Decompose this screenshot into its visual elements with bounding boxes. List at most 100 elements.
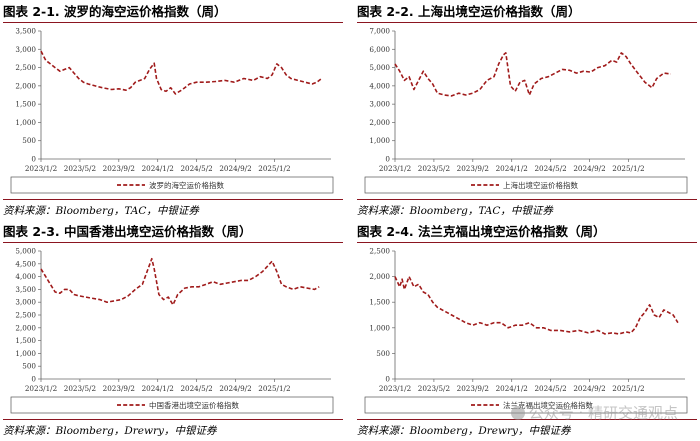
title-divider — [3, 22, 343, 23]
footer-divider — [357, 419, 697, 420]
y-tick-label: 4,000 — [369, 81, 390, 90]
y-tick-label: 7,000 — [369, 27, 390, 36]
y-tick-label: 0 — [385, 155, 390, 164]
x-tick-label: 2025/1/2 — [612, 384, 644, 393]
y-tick-label: 0 — [31, 155, 36, 164]
x-tick-label: 2023/9/2 — [103, 164, 135, 173]
y-tick-label: 3,000 — [15, 45, 36, 54]
x-tick-label: 2023/5/2 — [418, 384, 450, 393]
y-tick-label: 3,500 — [15, 285, 36, 294]
x-tick-label: 2023/9/2 — [103, 384, 135, 393]
legend-box — [364, 396, 688, 414]
x-tick-label: 2024/1/2 — [496, 164, 528, 173]
x-tick-label: 2024/9/2 — [573, 164, 605, 173]
y-tick-label: 3,000 — [369, 100, 390, 109]
footer-divider — [357, 199, 697, 200]
y-tick-label: 2,000 — [15, 323, 36, 332]
x-tick-label: 2025/1/2 — [258, 164, 290, 173]
legend-label: 中国香港出境空运价格指数 — [149, 400, 239, 410]
y-tick-label: 1,000 — [369, 136, 390, 145]
x-tick-label: 2023/1/2 — [379, 164, 411, 173]
line-chart: 0 500 1,000 1,500 2,000 2,500 3,000 3,500 4,000 4… — [10, 247, 334, 414]
y-tick-label: 3,000 — [15, 298, 36, 307]
x-tick-label: 2023/9/2 — [457, 164, 489, 173]
x-tick-label: 2024/9/2 — [573, 384, 605, 393]
x-tick-label: 2025/1/2 — [258, 384, 290, 393]
y-tick-label: 0 — [31, 375, 36, 384]
x-tick-label: 2023/5/2 — [64, 384, 96, 393]
line-chart: 0 500 1,000 1,500 2,000 2,500 3,000 3,500 2023/1… — [10, 27, 334, 194]
y-tick-label: 5,000 — [15, 247, 36, 256]
x-tick-label: 2023/1/2 — [379, 384, 411, 393]
footer-divider — [3, 199, 343, 200]
x-tick-label: 2023/1/2 — [25, 164, 57, 173]
x-tick-label: 2023/5/2 — [418, 164, 450, 173]
chart-panel-frankfurt: 图表 2-4. 法兰克福出境空运价格指数（周） 0 500 1,000 1,500 2,… — [357, 222, 697, 437]
y-tick-label: 1,000 — [15, 349, 36, 358]
legend-box — [10, 396, 334, 414]
legend-box — [364, 176, 688, 194]
legend-label: 上海出境空运价格指数 — [503, 180, 578, 190]
x-tick-label: 2024/1/2 — [142, 384, 174, 393]
x-tick-label: 2024/5/2 — [180, 384, 212, 393]
x-tick-label: 2024/5/2 — [534, 384, 566, 393]
y-tick-label: 2,500 — [15, 311, 36, 320]
source-note: 资料来源：Bloomberg，TAC，中银证券 — [3, 205, 199, 217]
legend-box — [10, 176, 334, 194]
y-tick-label: 4,000 — [15, 272, 36, 281]
source-note: 资料来源：Bloomberg，TAC，中银证券 — [357, 205, 553, 217]
y-tick-label: 500 — [376, 349, 390, 358]
y-tick-label: 6,000 — [369, 45, 390, 54]
y-tick-label: 1,000 — [369, 323, 390, 332]
y-tick-label: 0 — [385, 375, 390, 384]
series-line — [394, 52, 672, 97]
line-chart: 0 500 1,000 1,500 2,000 2,500 2023/1/2 2023/5/2… — [364, 247, 688, 414]
chart-title: 图表 2-2. 上海出境空运价格指数（周） — [357, 4, 581, 19]
source-note: 资料来源：Bloomberg，Drewry，中银证券 — [357, 425, 571, 437]
x-tick-label: 2025/1/2 — [612, 164, 644, 173]
x-tick-label: 2023/5/2 — [64, 164, 96, 173]
chart-panel-baltic: 图表 2-1. 波罗的海空运价格指数（周） 0 500 1,000 1,500 2,00… — [3, 2, 343, 217]
y-tick-label: 1,000 — [15, 118, 36, 127]
y-tick-label: 2,000 — [369, 272, 390, 281]
chart-panel-hongkong: 图表 2-3. 中国香港出境空运价格指数（周） 0 500 1,000 1,500 2,… — [3, 222, 343, 437]
legend-label: 波罗的海空运价格指数 — [149, 180, 224, 190]
x-tick-label: 2024/5/2 — [180, 164, 212, 173]
y-tick-label: 2,500 — [15, 63, 36, 72]
legend-label: 法兰克福出境空运价格指数 — [503, 400, 593, 410]
x-tick-label: 2024/5/2 — [534, 164, 566, 173]
x-tick-label: 2023/1/2 — [25, 384, 57, 393]
y-tick-label: 2,500 — [369, 247, 390, 256]
chart-title: 图表 2-1. 波罗的海空运价格指数（周） — [3, 4, 227, 19]
x-tick-label: 2024/1/2 — [142, 164, 174, 173]
y-tick-label: 1,500 — [15, 100, 36, 109]
x-tick-label: 2024/9/2 — [219, 384, 251, 393]
series-line — [40, 257, 320, 306]
y-tick-label: 5,000 — [369, 63, 390, 72]
y-tick-label: 2,000 — [15, 81, 36, 90]
line-chart: 0 1,000 2,000 3,000 4,000 5,000 6,000 7,000 2023… — [364, 27, 688, 194]
y-tick-label: 1,500 — [369, 298, 390, 307]
y-tick-label: 4,500 — [15, 259, 36, 268]
y-tick-label: 3,500 — [15, 27, 36, 36]
chart-title: 图表 2-3. 中国香港出境空运价格指数（周） — [3, 224, 252, 239]
y-tick-label: 500 — [22, 362, 36, 371]
wechat-icon — [510, 406, 525, 420]
series-line — [394, 275, 679, 335]
chart-title: 图表 2-4. 法兰克福出境空运价格指数（周） — [357, 224, 606, 239]
chart-panel-shanghai: 图表 2-2. 上海出境空运价格指数（周） 0 1,000 2,000 3,000 4,… — [357, 2, 697, 217]
y-tick-label: 2,000 — [369, 118, 390, 127]
title-divider — [357, 22, 697, 23]
footer-divider — [3, 419, 343, 420]
watermark-text: 公众号 · 精研交通观点 — [528, 404, 678, 422]
watermark: 公众号 · 精研交通观点 — [510, 402, 678, 423]
series-line — [40, 50, 323, 95]
y-tick-label: 1,500 — [15, 336, 36, 345]
x-tick-label: 2024/9/2 — [219, 164, 251, 173]
source-note: 资料来源：Bloomberg，Drewry，中银证券 — [3, 425, 217, 437]
x-tick-label: 2023/9/2 — [457, 384, 489, 393]
title-divider — [3, 242, 343, 243]
x-tick-label: 2024/1/2 — [496, 384, 528, 393]
y-tick-label: 500 — [22, 136, 36, 145]
title-divider — [357, 242, 697, 243]
